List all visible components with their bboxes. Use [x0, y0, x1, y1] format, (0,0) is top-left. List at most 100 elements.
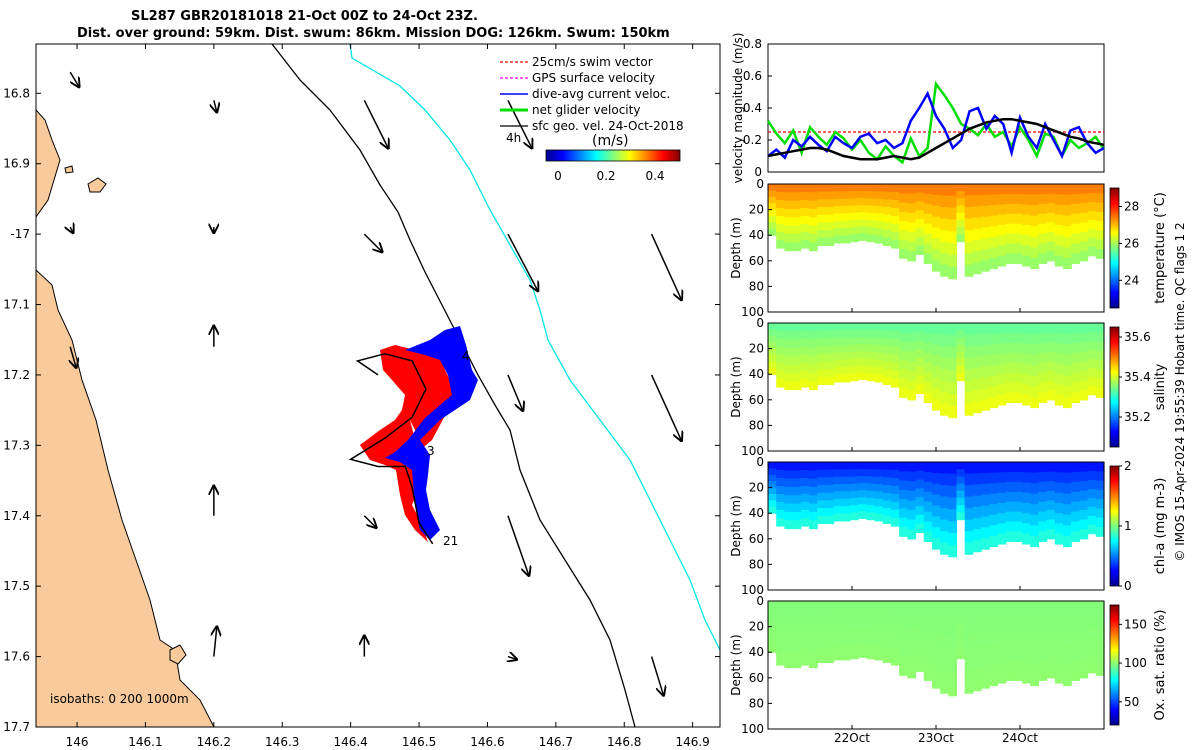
section-cell	[890, 518, 900, 527]
section-cell	[1087, 470, 1097, 481]
section-cell	[981, 666, 990, 678]
section-cell	[1063, 601, 1072, 613]
section-cell	[1087, 385, 1097, 396]
section-cell	[776, 184, 785, 193]
section-cell	[849, 344, 859, 353]
section-cell	[784, 192, 794, 202]
section-cell	[808, 242, 818, 252]
section-cell	[890, 478, 900, 487]
section-cell	[1005, 491, 1015, 503]
surface-vector-arrow	[507, 233, 538, 291]
section-cell	[1054, 333, 1064, 345]
section-cell	[989, 653, 999, 665]
section-cell	[907, 371, 917, 382]
section-cell	[981, 249, 990, 261]
section-cell	[768, 639, 777, 647]
section-cell	[808, 356, 818, 366]
section-cell	[776, 502, 785, 511]
section-cell	[1063, 504, 1072, 516]
section-cell	[890, 379, 900, 388]
surface-vector-arrow	[69, 71, 79, 87]
section-cell	[841, 608, 851, 617]
section-cell	[882, 222, 892, 231]
section-cell	[825, 469, 835, 478]
section-cell	[915, 245, 925, 255]
section-cell	[899, 499, 908, 509]
section-cell	[890, 232, 900, 241]
section-cell	[866, 490, 876, 499]
section-cell	[858, 205, 867, 213]
section-cell	[931, 655, 941, 667]
section-cell	[768, 329, 777, 337]
section-cell	[833, 623, 843, 632]
section-y-tick-label: 100	[741, 583, 764, 597]
section-cell	[1079, 251, 1089, 262]
section-cell	[1005, 382, 1015, 394]
map-x-tick-label: 146.3	[265, 735, 299, 749]
section-cell	[858, 476, 867, 484]
section-cell	[1046, 601, 1056, 612]
section-cell	[1079, 371, 1089, 382]
section-cell	[940, 681, 949, 694]
section-cell	[882, 639, 892, 648]
section-cell	[1095, 202, 1105, 213]
section-cell	[907, 380, 917, 391]
section-cell	[833, 498, 843, 507]
section-cell	[923, 193, 933, 205]
section-cell	[956, 351, 966, 360]
section-cell	[874, 374, 884, 383]
velocity-series-net-glider-velocity	[766, 80, 1106, 165]
section-cell	[915, 470, 925, 481]
section-cell	[784, 617, 794, 627]
section-cell	[931, 323, 941, 335]
section-cell	[817, 222, 826, 231]
section-cell	[800, 502, 810, 511]
section-cell	[768, 190, 777, 198]
velocity-frame	[767, 43, 1105, 173]
section-cell	[1030, 205, 1040, 217]
section-cell	[1046, 351, 1056, 362]
section-cell	[808, 470, 818, 480]
section-cell	[1038, 481, 1048, 493]
section-cell	[1030, 194, 1040, 206]
section-cell	[923, 620, 933, 632]
section-cell	[825, 608, 835, 617]
section-cell	[841, 601, 851, 609]
section-cell	[981, 388, 990, 400]
section-cell	[1063, 386, 1072, 398]
section-cell	[825, 222, 835, 231]
section-cell	[940, 369, 949, 382]
section-cell	[858, 351, 867, 359]
section-cell	[1087, 340, 1097, 351]
track-label-3: 3	[427, 444, 435, 458]
section-cell	[981, 260, 990, 272]
section-cell	[825, 353, 835, 362]
section-cell	[1013, 382, 1023, 394]
section-cell	[1038, 462, 1048, 473]
section-cell	[923, 491, 933, 503]
section-cell	[899, 184, 908, 194]
section-cell	[1087, 515, 1097, 526]
section-cell	[923, 233, 933, 245]
section-colorbar	[1109, 326, 1120, 448]
section-cell	[1071, 223, 1081, 235]
colorbar-label: temperature (°C)	[1153, 192, 1168, 304]
section-cell	[776, 649, 785, 658]
section-cell	[808, 486, 818, 496]
section-cell	[1079, 241, 1089, 252]
section-cell	[1038, 352, 1048, 364]
section-cell	[817, 500, 826, 509]
section-cell	[956, 498, 966, 506]
section-cell	[792, 625, 802, 635]
section-cell	[940, 496, 949, 509]
section-cell	[923, 481, 933, 493]
section-cell	[1038, 610, 1048, 622]
section-cell	[1087, 663, 1097, 674]
section-cell	[940, 380, 949, 393]
section-y-tick-label: 40	[749, 367, 764, 381]
section-cell	[882, 330, 892, 339]
section-cell	[1013, 193, 1023, 205]
section-cell	[899, 665, 908, 676]
section-cell	[784, 495, 794, 505]
